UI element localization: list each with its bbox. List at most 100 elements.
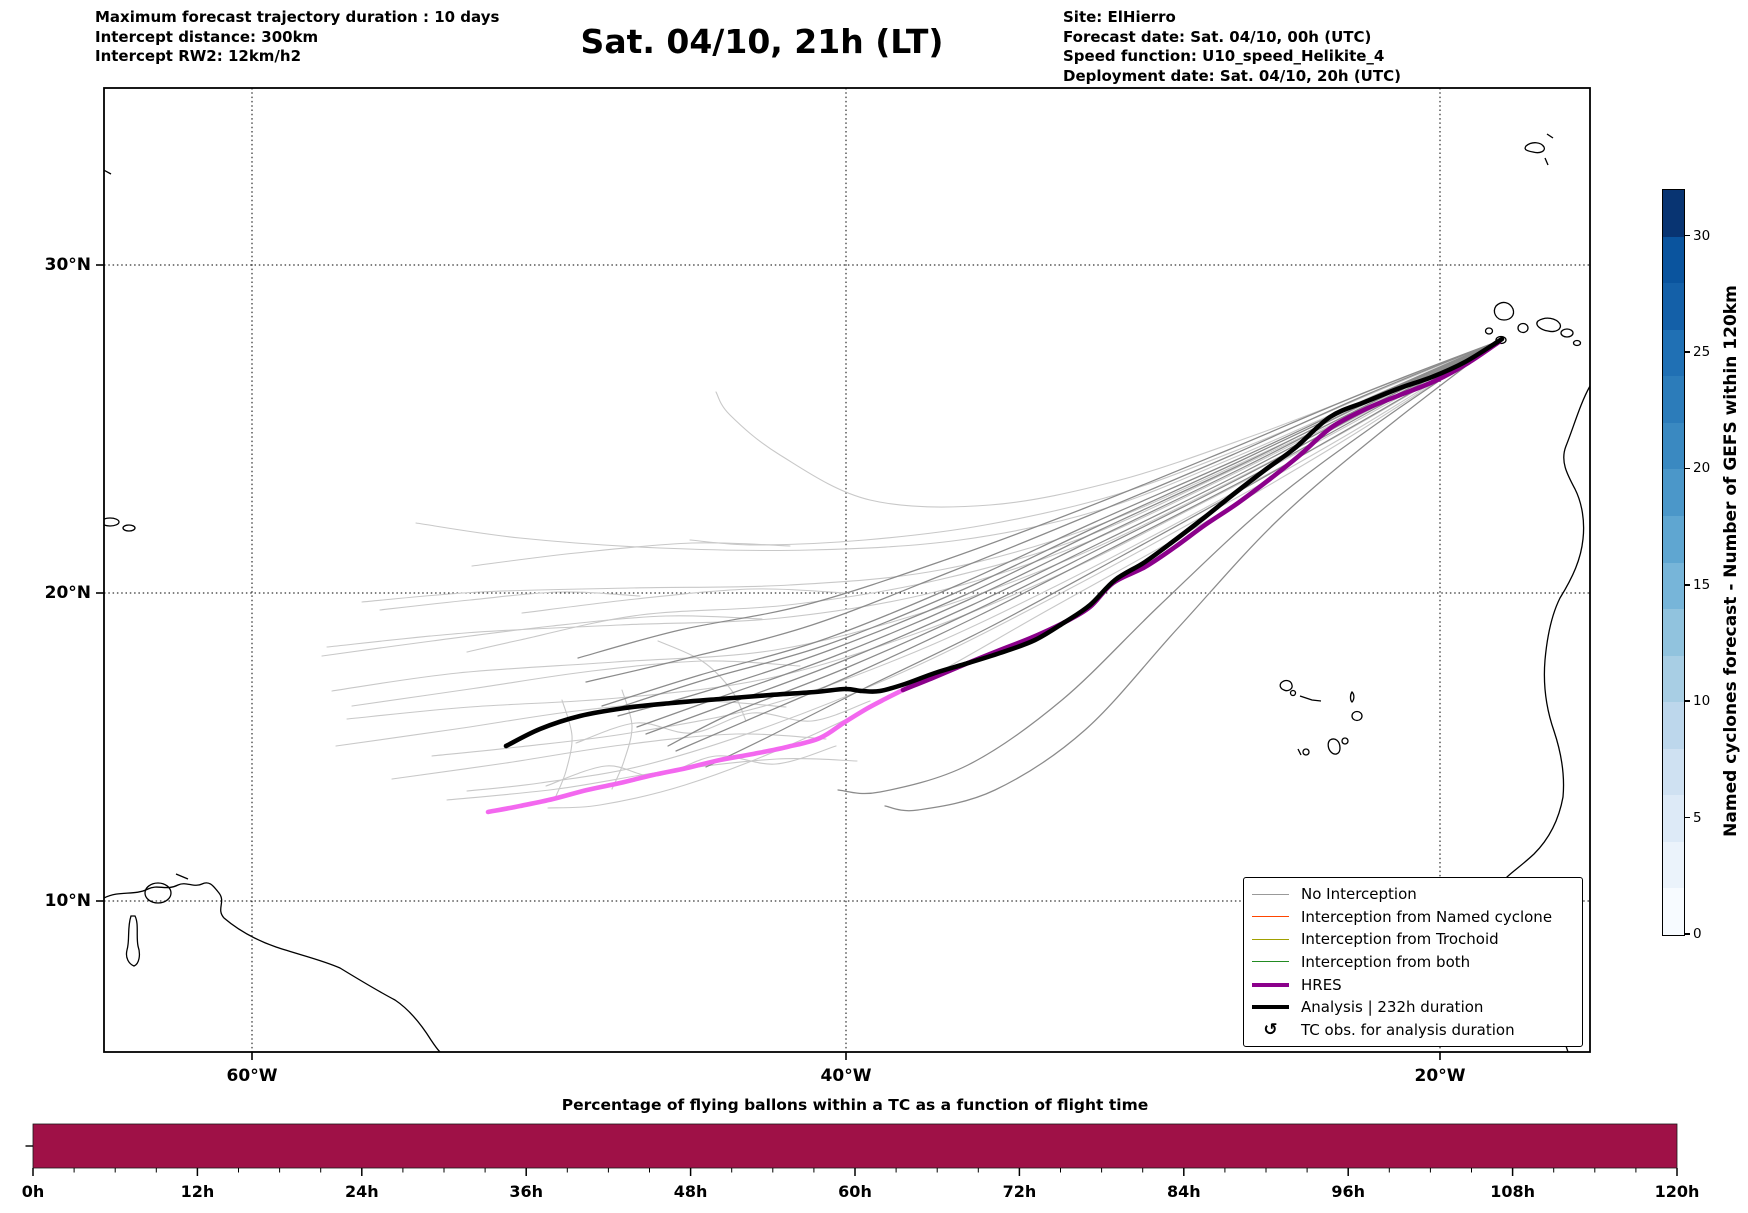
island-gran-canaria <box>1517 322 1529 334</box>
legend-item-0: No Interception <box>1252 884 1574 904</box>
legend-box: No Interception Interception from Named c… <box>1243 877 1583 1047</box>
legend-line-swatch <box>1252 1005 1289 1010</box>
colorbar-segment <box>1663 609 1684 656</box>
bar-tick-label-36h: 36h <box>509 1182 544 1201</box>
ensemble-member <box>617 340 1500 717</box>
ensemble-member-light <box>326 340 1500 648</box>
legend-label: Interception from both <box>1301 952 1471 971</box>
page-title: Sat. 04/10, 21h (LT) <box>580 22 944 61</box>
lat-label-30°N: 30°N <box>45 255 91 275</box>
colorbar-tick-label: 25 <box>1693 343 1711 360</box>
island-bermuda <box>104 169 112 175</box>
ensemble-member-light <box>689 340 1500 546</box>
colorbar-tick <box>1684 584 1690 586</box>
ensemble-member <box>636 340 1500 728</box>
ensemble-light-group <box>321 340 1500 809</box>
bar-tick-label-84h: 84h <box>1166 1182 1201 1201</box>
legend-label: TC obs. for analysis duration <box>1301 1020 1515 1039</box>
legend-line-swatch <box>1252 982 1289 987</box>
ensemble-member-light <box>331 340 1500 692</box>
bar-chart-title: Percentage of flying ballons within a TC… <box>561 1096 1149 1114</box>
legend-line-sample <box>1252 982 1289 987</box>
island-capeverde-santo-antao <box>1279 679 1293 692</box>
island-trinidad <box>144 882 172 904</box>
ensemble-member <box>837 340 1500 795</box>
ensemble-member-light <box>466 340 1500 792</box>
legend-label: HRES <box>1301 975 1342 994</box>
speed-function-line: Speed function: U10_speed_Helikite_4 <box>1063 47 1385 65</box>
forecast-date-line: Forecast date: Sat. 04/10, 00h (UTC) <box>1063 27 1372 46</box>
colorbar-segment <box>1663 655 1684 703</box>
colorbar-tick-label: 5 <box>1693 809 1702 826</box>
map-border <box>103 87 1591 1053</box>
bar-tick-label-12h: 12h <box>180 1182 215 1201</box>
intercept-rw2-line: Intercept RW2: 12km/h2 <box>95 47 302 65</box>
hres-line <box>900 339 1502 693</box>
ensemble-member-light <box>321 615 763 657</box>
bar-tick-label-72h: 72h <box>1002 1182 1037 1201</box>
colorbar-segment <box>1663 888 1684 935</box>
island-capeverde-sal <box>1349 690 1355 703</box>
ensemble-member-light <box>521 588 847 614</box>
island-capeverde-fogo <box>1341 737 1349 745</box>
trajectory-lines <box>321 336 1505 815</box>
island-puerto-rico <box>122 524 136 532</box>
lon-label-40°W: 40°W <box>821 1066 872 1086</box>
deployment-date-line: Deployment date: Sat. 04/10, 20h (UTC) <box>1063 66 1401 85</box>
colorbar-tick-label: 10 <box>1693 693 1711 710</box>
ensemble-member-light <box>466 340 1500 653</box>
ensemble-member <box>675 340 1500 752</box>
island-la-gomera <box>1484 327 1494 335</box>
legend-item-3: Interception from both <box>1252 952 1574 972</box>
island-capeverde-brava <box>1302 748 1310 756</box>
ensemble-member-light <box>379 591 641 611</box>
colorbar-segment <box>1663 562 1684 610</box>
ensemble-member <box>577 340 1500 659</box>
ensemble-member <box>585 340 1500 683</box>
lon-label-20°W: 20°W <box>1415 1066 1466 1086</box>
bar-tick-label-0h: 0h <box>21 1182 45 1201</box>
ensemble-member-light <box>415 340 1500 552</box>
ensemble-member-light <box>346 340 1500 720</box>
colorbar-segment <box>1663 236 1684 284</box>
coastline-lake-maracaibo <box>125 915 141 967</box>
bar-tick-label-96h: 96h <box>1331 1182 1366 1201</box>
island-capeverde-maio <box>1297 748 1302 756</box>
lon-label-60°W: 60°W <box>227 1066 278 1086</box>
island-capeverde-saovicente <box>1289 689 1297 697</box>
run-settings-text: Maximum forecast trajectory duration : 1… <box>95 8 499 67</box>
colorbar <box>1662 189 1685 936</box>
legend-item-4: HRES <box>1252 975 1574 995</box>
island-lanzarote <box>1560 328 1574 338</box>
colorbar-segment <box>1663 795 1684 842</box>
island-hispaniola <box>104 517 120 527</box>
colorbar-tick-label: 0 <box>1693 926 1702 942</box>
ensemble-member-light <box>351 660 801 707</box>
colorbar-segment <box>1663 422 1684 470</box>
colorbar-tick <box>1684 700 1690 702</box>
site-info-text: Site: ElHierro Forecast date: Sat. 04/10… <box>1063 8 1401 86</box>
lat-label-20°N: 20°N <box>45 583 91 603</box>
ensemble-member <box>705 340 1500 768</box>
colorbar-tick-label: 20 <box>1693 460 1711 477</box>
bar-tick-label-120h: 120h <box>1654 1182 1700 1201</box>
colorbar-segment <box>1663 329 1684 377</box>
island-tobago <box>175 873 189 880</box>
ensemble-member-light <box>575 700 871 744</box>
colorbar-segment <box>1663 748 1684 796</box>
intercept-distance-line: Intercept distance: 300km <box>95 27 319 46</box>
colorbar-segment <box>1663 841 1684 889</box>
max-duration-line: Maximum forecast trajectory duration : 1… <box>95 8 500 26</box>
legend-item-6: ↺ TC obs. for analysis duration <box>1252 1020 1574 1040</box>
island-la-graciosa <box>1572 339 1582 347</box>
legend-item-1: Interception from Named cyclone <box>1252 907 1574 927</box>
legend-label: No Interception <box>1301 885 1417 904</box>
colorbar-label: Named cyclones forecast - Number of GEFS… <box>1721 285 1741 837</box>
site-line: Site: ElHierro <box>1063 8 1176 26</box>
legend-line-swatch <box>1252 938 1289 940</box>
cyclone-symbol: ↺ <box>1263 1019 1278 1040</box>
lat-label-10°N: 10°N <box>45 891 91 911</box>
bar-tick-label-48h: 48h <box>673 1182 708 1201</box>
colorbar-tick <box>1684 816 1690 819</box>
